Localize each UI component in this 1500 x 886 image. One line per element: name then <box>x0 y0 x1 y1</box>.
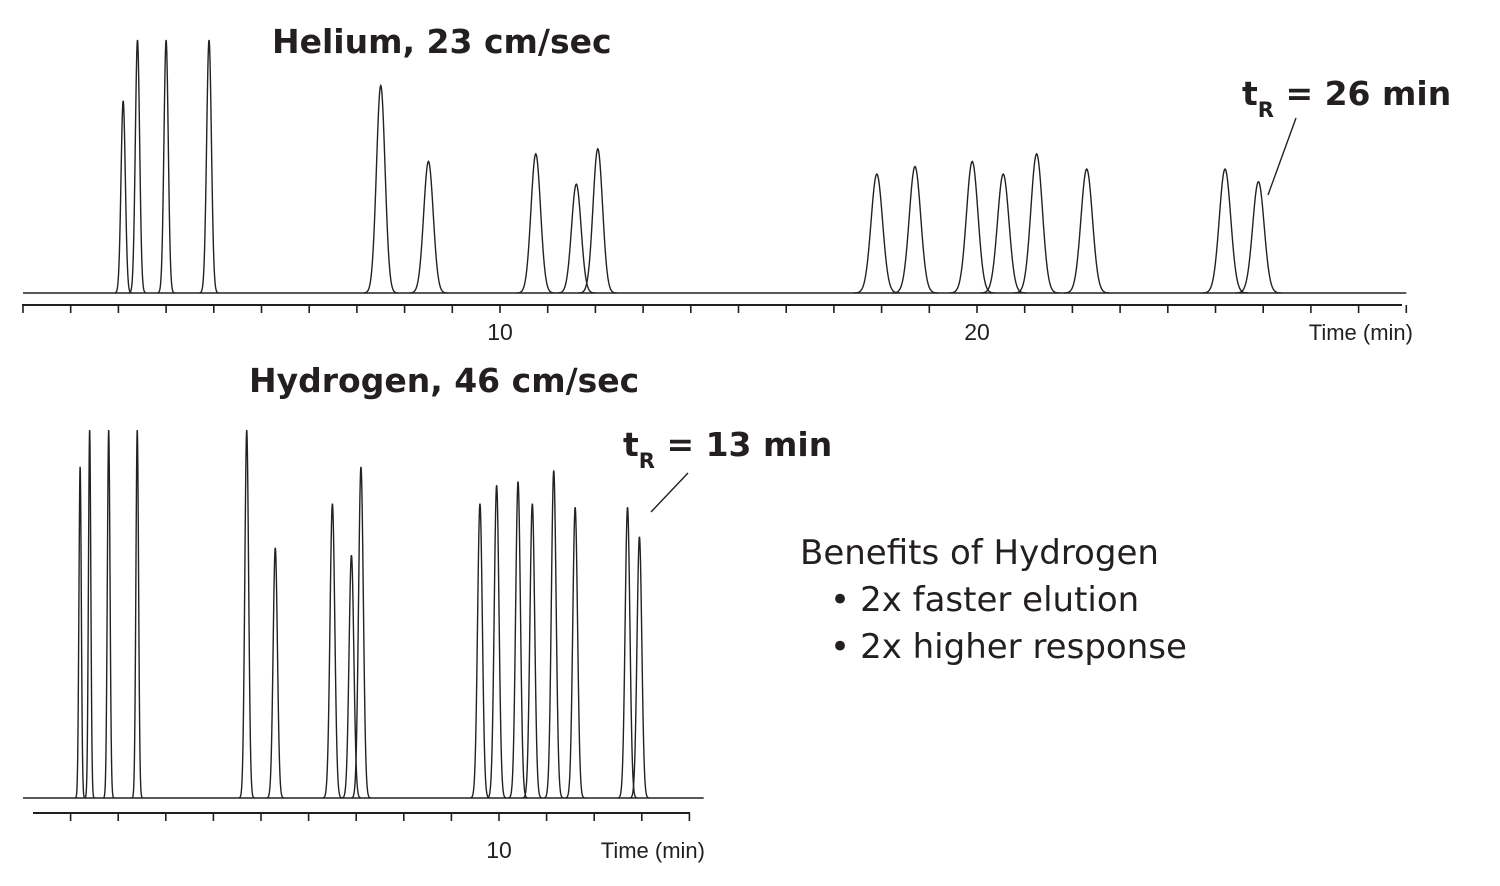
peak <box>629 536 650 799</box>
benefit-item: 2x higher response <box>830 624 1187 671</box>
peak <box>103 429 115 799</box>
peak <box>363 83 398 294</box>
peak <box>565 507 585 799</box>
peak <box>578 147 617 294</box>
benefits-box: Benefits of Hydrogen 2x faster elution 2… <box>800 530 1187 671</box>
peak <box>351 466 371 799</box>
peak <box>199 39 219 294</box>
peak <box>84 429 95 799</box>
peak <box>409 160 448 294</box>
peak <box>75 466 86 799</box>
peak <box>1013 152 1060 294</box>
x-tick-label: 10 <box>487 319 513 345</box>
peak <box>131 429 143 799</box>
helium-tr-leader <box>1267 117 1297 196</box>
helium-tr-annotation: tR = 26 min <box>1242 74 1451 122</box>
hydrogen-tr-t: t <box>623 425 639 464</box>
peak <box>486 485 507 799</box>
peak <box>238 429 255 799</box>
peak <box>892 165 938 294</box>
helium-title: Helium, 23 cm/sec <box>272 22 612 61</box>
hydrogen-ticks: 10 <box>69 813 691 863</box>
peak <box>853 173 900 294</box>
peak <box>322 503 343 799</box>
hydrogen-tr-annotation: tR = 13 min <box>623 425 832 473</box>
helium-tr-t: t <box>1242 74 1258 113</box>
peak <box>157 39 175 294</box>
helium-tr-subscript: R <box>1258 98 1274 122</box>
peak <box>1235 180 1282 294</box>
helium-tr-value: = 26 min <box>1274 74 1451 113</box>
peak <box>1202 167 1248 294</box>
peak <box>1063 167 1110 294</box>
peak <box>617 507 638 799</box>
helium-chromatogram: Helium, 23 cm/sec 10 20 Time (min) tR = 2… <box>22 22 1451 345</box>
benefits-heading: Benefits of Hydrogen <box>800 533 1159 573</box>
hydrogen-tr-value: = 13 min <box>655 425 832 464</box>
benefits-list: 2x faster elution 2x higher response <box>800 577 1187 671</box>
peak <box>949 160 996 294</box>
peak <box>522 503 542 799</box>
peak <box>516 152 555 294</box>
benefit-item: 2x faster elution <box>830 577 1187 624</box>
peak <box>544 470 564 799</box>
peak <box>557 183 596 294</box>
helium-x-axis-title: Time (min) <box>1309 320 1413 345</box>
hydrogen-tr-leader <box>650 472 689 513</box>
peak <box>470 503 490 799</box>
hydrogen-trace <box>23 429 704 799</box>
helium-trace <box>23 39 1407 294</box>
peak <box>341 554 362 799</box>
peak <box>128 39 147 294</box>
hydrogen-title: Hydrogen, 46 cm/sec <box>249 361 639 400</box>
hydrogen-tr-subscript: R <box>639 449 655 473</box>
helium-ticks: 10 20 <box>22 305 1408 345</box>
peak <box>266 547 284 799</box>
peak <box>508 481 528 799</box>
peak <box>980 173 1027 294</box>
hydrogen-chromatogram: Hydrogen, 46 cm/sec 10 Time (min) tR = 1… <box>23 361 832 863</box>
hydrogen-x-axis-title: Time (min) <box>601 838 705 863</box>
x-tick-label: 10 <box>486 837 512 863</box>
peak <box>114 100 132 294</box>
x-tick-label: 20 <box>964 319 990 345</box>
